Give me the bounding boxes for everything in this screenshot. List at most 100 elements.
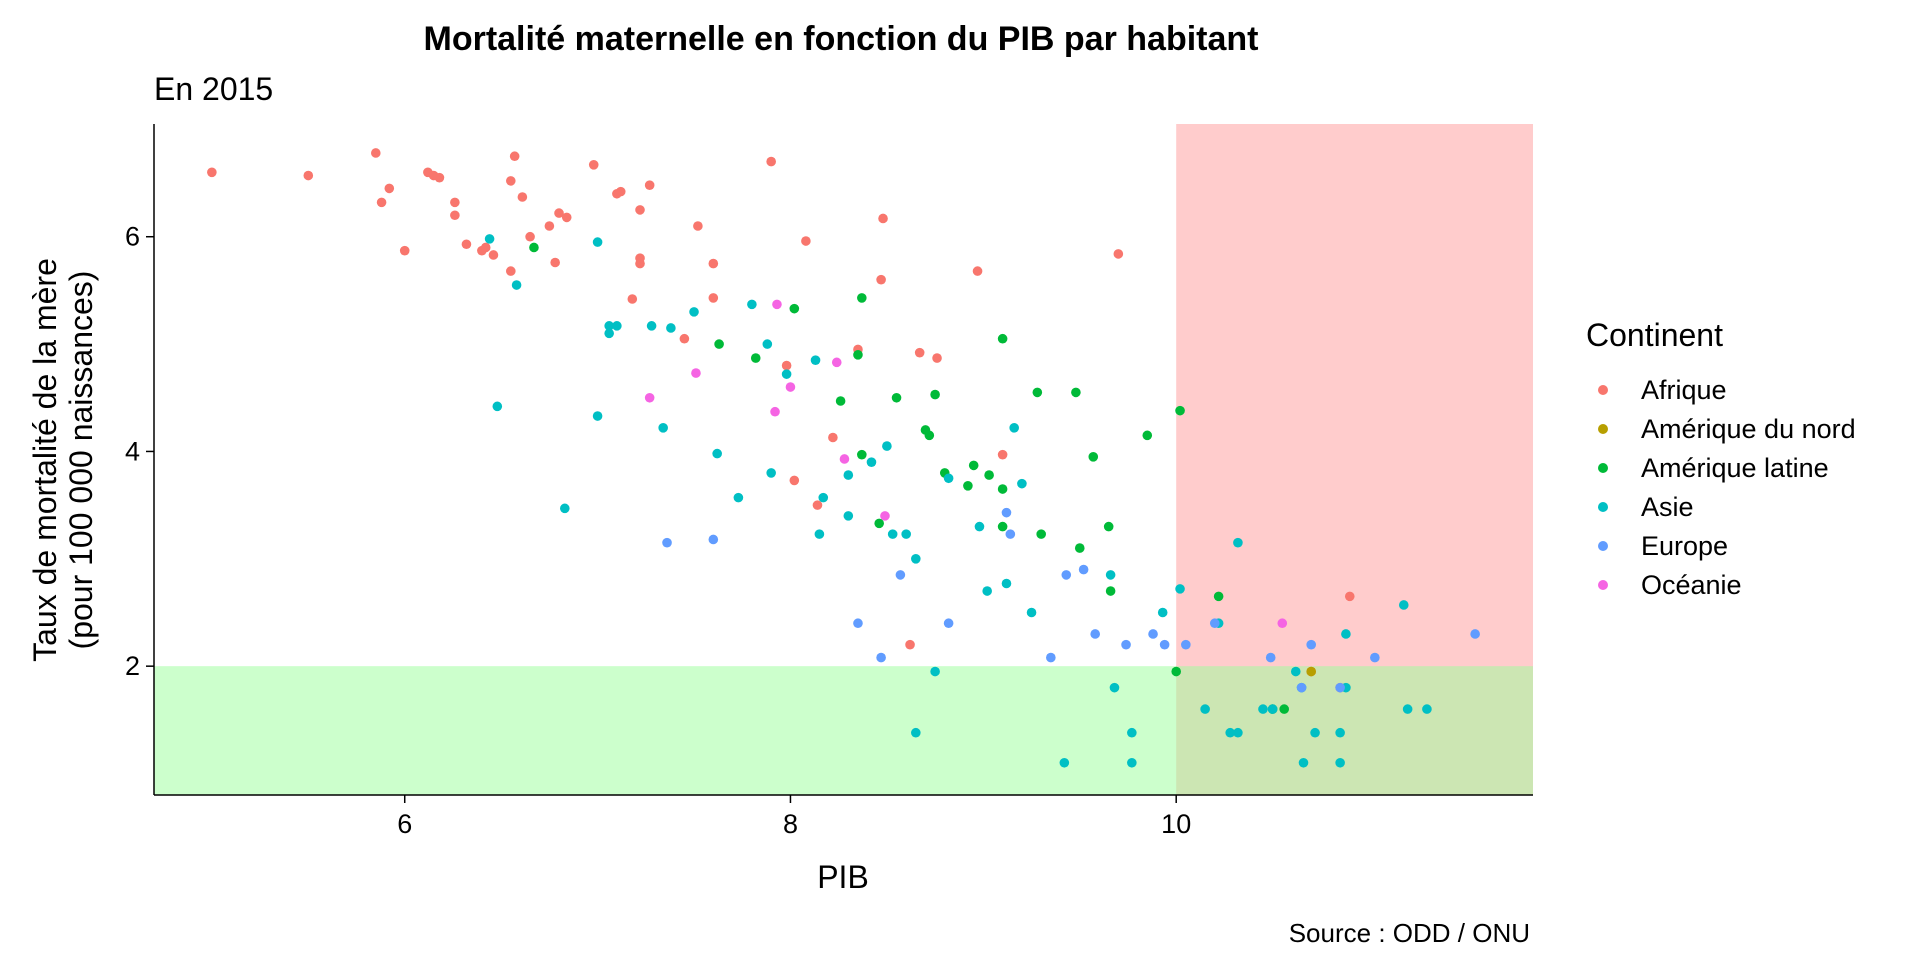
- x-tick-label: 10: [1161, 809, 1191, 839]
- data-point: [982, 586, 992, 596]
- data-point: [781, 369, 792, 379]
- data-point: [930, 666, 940, 677]
- data-point: [1001, 578, 1012, 589]
- data-point: [972, 266, 983, 276]
- data-point: [810, 355, 821, 365]
- legend-label: Amérique du nord: [1641, 414, 1856, 444]
- data-point: [1175, 584, 1185, 594]
- data-point: [1267, 704, 1278, 714]
- data-point: [604, 328, 614, 339]
- y-tick-label: 2: [125, 651, 140, 681]
- data-point: [635, 205, 645, 215]
- data-point: [1181, 639, 1191, 650]
- data-point: [1422, 704, 1432, 714]
- legend-item: Asie: [1598, 492, 1694, 522]
- legend-item: Océanie: [1598, 570, 1742, 600]
- legend-item: Europe: [1598, 531, 1728, 561]
- data-point: [525, 231, 535, 242]
- data-point: [1335, 727, 1345, 738]
- data-point: [887, 529, 898, 539]
- series-5: [644, 299, 1288, 629]
- legend-key: [1598, 463, 1608, 473]
- data-point: [853, 618, 863, 629]
- data-point: [450, 197, 460, 208]
- data-point: [843, 470, 854, 480]
- legend-item: Amérique du nord: [1598, 414, 1856, 444]
- data-point: [1370, 652, 1380, 663]
- data-point: [708, 293, 719, 303]
- data-point: [1113, 249, 1124, 259]
- data-point: [1213, 591, 1224, 602]
- legend-label: Amérique latine: [1641, 453, 1829, 483]
- data-point: [554, 208, 564, 218]
- data-point: [770, 406, 780, 417]
- data-point: [560, 503, 570, 514]
- data-point: [878, 213, 888, 224]
- data-point: [592, 237, 603, 247]
- data-point: [997, 484, 1008, 494]
- x-tick-label: 8: [783, 809, 798, 839]
- data-point: [750, 353, 761, 363]
- data-point: [943, 618, 954, 629]
- legend-item: Afrique: [1598, 375, 1727, 405]
- data-point: [1127, 727, 1137, 738]
- data-point: [762, 339, 773, 349]
- series-1: [1306, 666, 1317, 677]
- data-point: [901, 529, 911, 539]
- data-point: [689, 307, 699, 317]
- data-point: [1105, 570, 1116, 580]
- data-point: [561, 212, 572, 223]
- data-point: [814, 529, 825, 539]
- data-point: [839, 454, 850, 464]
- data-point: [1157, 607, 1168, 618]
- data-point: [1001, 507, 1012, 518]
- data-point: [612, 321, 622, 331]
- data-point: [1344, 591, 1355, 602]
- data-point: [434, 172, 445, 183]
- data-point: [801, 236, 811, 246]
- data-point: [1026, 607, 1037, 618]
- x-axis-title: PIB: [817, 859, 869, 895]
- data-point: [1103, 521, 1114, 532]
- y-tick-label: 6: [125, 222, 140, 252]
- data-point: [984, 470, 994, 480]
- data-point: [550, 257, 560, 268]
- data-point: [818, 492, 829, 503]
- data-point: [1005, 529, 1016, 539]
- data-point: [450, 210, 460, 221]
- x-tick-label: 6: [397, 809, 412, 839]
- data-point: [974, 521, 985, 532]
- data-point: [646, 321, 657, 331]
- data-point: [544, 221, 555, 231]
- data-point: [1258, 704, 1268, 714]
- data-point: [1290, 666, 1301, 677]
- data-point: [303, 170, 314, 181]
- plot-area: [154, 124, 1533, 795]
- data-point: [693, 221, 703, 231]
- data-point: [1175, 405, 1185, 416]
- data-point: [1398, 600, 1409, 610]
- data-point: [781, 360, 792, 371]
- legend-key: [1598, 580, 1608, 590]
- chart-title: Mortalité maternelle en fonction du PIB …: [424, 20, 1259, 58]
- data-point: [943, 473, 954, 484]
- data-point: [461, 239, 472, 250]
- data-point: [1296, 682, 1307, 693]
- data-point: [1335, 757, 1345, 768]
- data-point: [968, 460, 979, 471]
- data-point: [506, 176, 516, 186]
- data-point: [1148, 629, 1158, 639]
- data-point: [911, 554, 921, 564]
- data-point: [812, 500, 823, 510]
- data-point: [911, 727, 921, 738]
- data-point: [880, 511, 890, 521]
- y-axis-title-line2: (pour 100 000 naissances): [63, 271, 99, 650]
- data-point: [679, 333, 690, 344]
- legend-label: Europe: [1641, 531, 1728, 561]
- data-point: [766, 468, 776, 478]
- data-point: [1306, 639, 1317, 650]
- data-point: [1402, 704, 1413, 714]
- data-point: [1277, 618, 1288, 629]
- data-point: [370, 148, 381, 158]
- data-point: [635, 253, 645, 263]
